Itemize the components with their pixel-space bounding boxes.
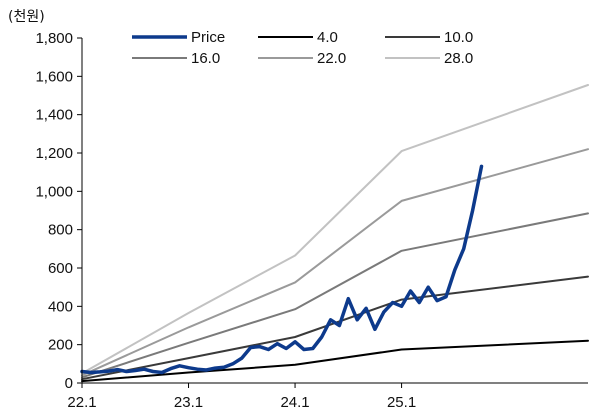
series-line-28-0	[81, 84, 589, 375]
legend-item: 28.0	[385, 50, 473, 67]
legend-item: Price	[132, 29, 225, 46]
y-tick-label: 1,600	[35, 68, 73, 85]
legend-label: 28.0	[444, 50, 473, 67]
x-tick-label: 25.1	[387, 394, 416, 411]
y-tick-label: 600	[48, 260, 73, 277]
legend-label: 10.0	[444, 29, 473, 46]
legend-label: 22.0	[317, 50, 346, 67]
series-line-10-0	[81, 275, 589, 381]
x-tick-label: 24.1	[280, 394, 309, 411]
series-line-16-0	[81, 212, 589, 379]
y-tick-label: 400	[48, 298, 73, 315]
series-line-22-0	[81, 148, 589, 377]
legend: Price 4.0 10.0 16.0 22.0 28.0	[132, 29, 473, 67]
legend-item: 22.0	[258, 50, 346, 67]
y-tick-label: 1,800	[35, 30, 73, 47]
y-tick-label: 1,200	[35, 145, 73, 162]
y-tick-label: 1,400	[35, 107, 73, 124]
x-tick-label: 23.1	[174, 394, 203, 411]
unit-label: (천원)	[8, 9, 45, 25]
legend-item: 10.0	[385, 29, 473, 46]
legend-item: 16.0	[132, 50, 220, 67]
y-tick-label: 0	[65, 375, 73, 392]
series-layer	[80, 84, 589, 383]
series-line-price	[80, 164, 484, 375]
axes: 0 200 400 600 800 1,000 1,200 1,400 1,600 1,800 22…	[35, 30, 588, 411]
legend-label: Price	[191, 29, 225, 46]
legend-label: 4.0	[317, 29, 338, 46]
legend-label: 16.0	[191, 50, 220, 67]
y-tick-label: 1,000	[35, 183, 73, 200]
x-tick-label: 22.1	[67, 394, 96, 411]
y-tick-label: 800	[48, 222, 73, 239]
legend-item: 4.0	[258, 29, 338, 46]
y-tick-label: 200	[48, 337, 73, 354]
series-line-4-0	[81, 339, 589, 383]
